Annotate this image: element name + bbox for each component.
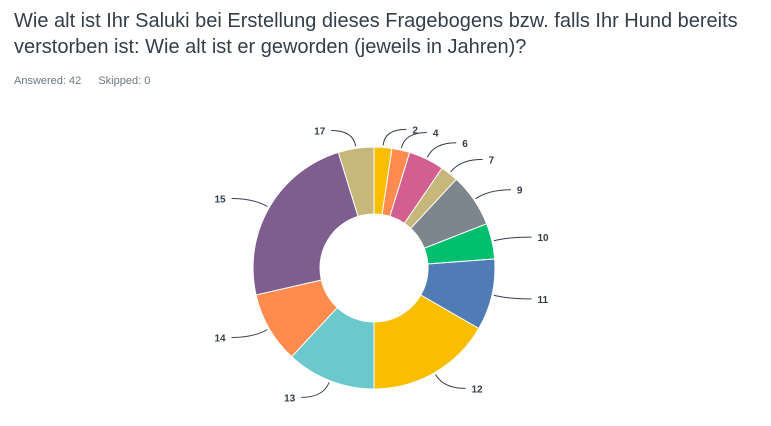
leader-line-15 <box>231 198 268 207</box>
leader-line-6 <box>426 142 457 158</box>
slice-label-11: 11 <box>538 295 549 306</box>
question-title: Wie alt ist Ihr Saluki bei Erstellung di… <box>14 10 738 58</box>
leader-line-14 <box>231 329 268 338</box>
response-stats: Answered: 42 Skipped: 0 <box>14 75 164 87</box>
leader-line-11 <box>493 294 532 300</box>
slice-17[interactable] <box>337 146 375 218</box>
leader-line-12 <box>435 374 466 389</box>
leader-line-17 <box>331 130 357 147</box>
slice-label-6: 6 <box>462 139 468 150</box>
answered-count: Answered: 42 <box>14 75 82 87</box>
slice-label-2: 2 <box>412 125 418 136</box>
slice-label-12: 12 <box>472 384 484 395</box>
slice-label-14: 14 <box>214 334 226 345</box>
slice-label-7: 7 <box>489 155 495 166</box>
slice-label-10: 10 <box>538 233 550 244</box>
skipped-count: Skipped: 0 <box>98 75 151 87</box>
slice-label-13: 13 <box>284 393 296 404</box>
leader-line-10 <box>493 236 532 242</box>
leader-line-7 <box>450 158 483 173</box>
slice-label-17: 17 <box>314 127 326 138</box>
leader-line-4 <box>400 131 427 149</box>
slice-label-15: 15 <box>214 195 226 206</box>
leader-line-9 <box>475 189 511 200</box>
slice-label-9: 9 <box>517 186 523 197</box>
slice-15[interactable] <box>252 151 359 296</box>
leader-line-13 <box>301 382 330 398</box>
slice-label-4: 4 <box>433 128 439 139</box>
leader-line-2 <box>382 128 407 146</box>
